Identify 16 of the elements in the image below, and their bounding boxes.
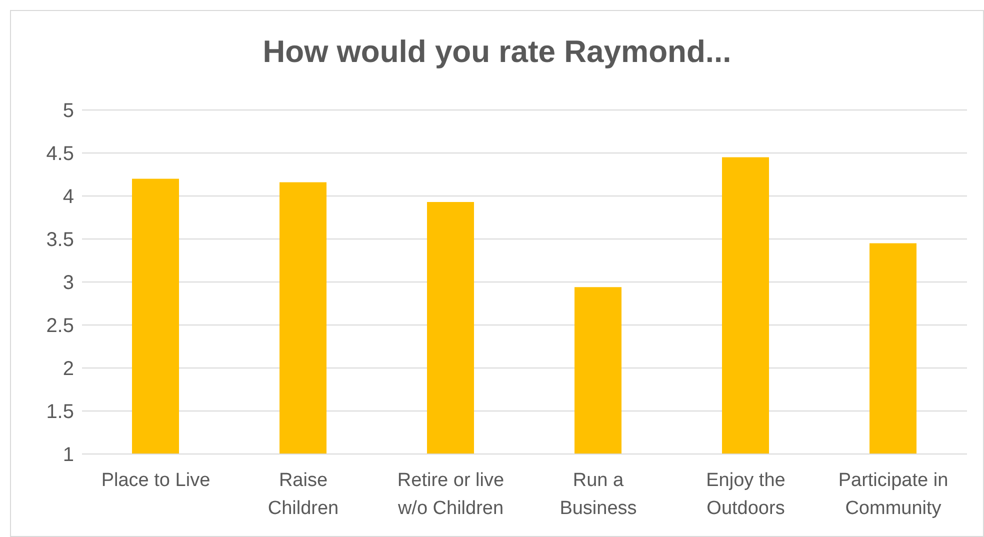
y-tick-label: 5: [62, 100, 74, 122]
y-tick-label: 3: [62, 272, 74, 294]
x-tick-label: Place to Live: [101, 470, 210, 491]
x-tick-label: Retire or live w/o Children: [396, 470, 504, 519]
x-tick-label: Raise Children: [268, 470, 339, 519]
y-tick-label: 2.5: [46, 315, 74, 338]
x-tick-label: Run a Business: [560, 470, 637, 519]
x-tick-label: Enjoy the Outdoors: [706, 470, 786, 519]
x-tick-label: Participate in Community: [838, 470, 948, 519]
y-tick-label: 4: [62, 186, 74, 208]
y-tick-label: 2: [62, 358, 74, 380]
y-tick-label: 1.5: [46, 401, 74, 424]
chart-title: How would you rate Raymond...: [262, 34, 732, 70]
y-tick-label: 3.5: [46, 229, 74, 252]
y-tick-label: 1: [62, 444, 74, 466]
y-tick-label: 4.5: [46, 143, 74, 166]
